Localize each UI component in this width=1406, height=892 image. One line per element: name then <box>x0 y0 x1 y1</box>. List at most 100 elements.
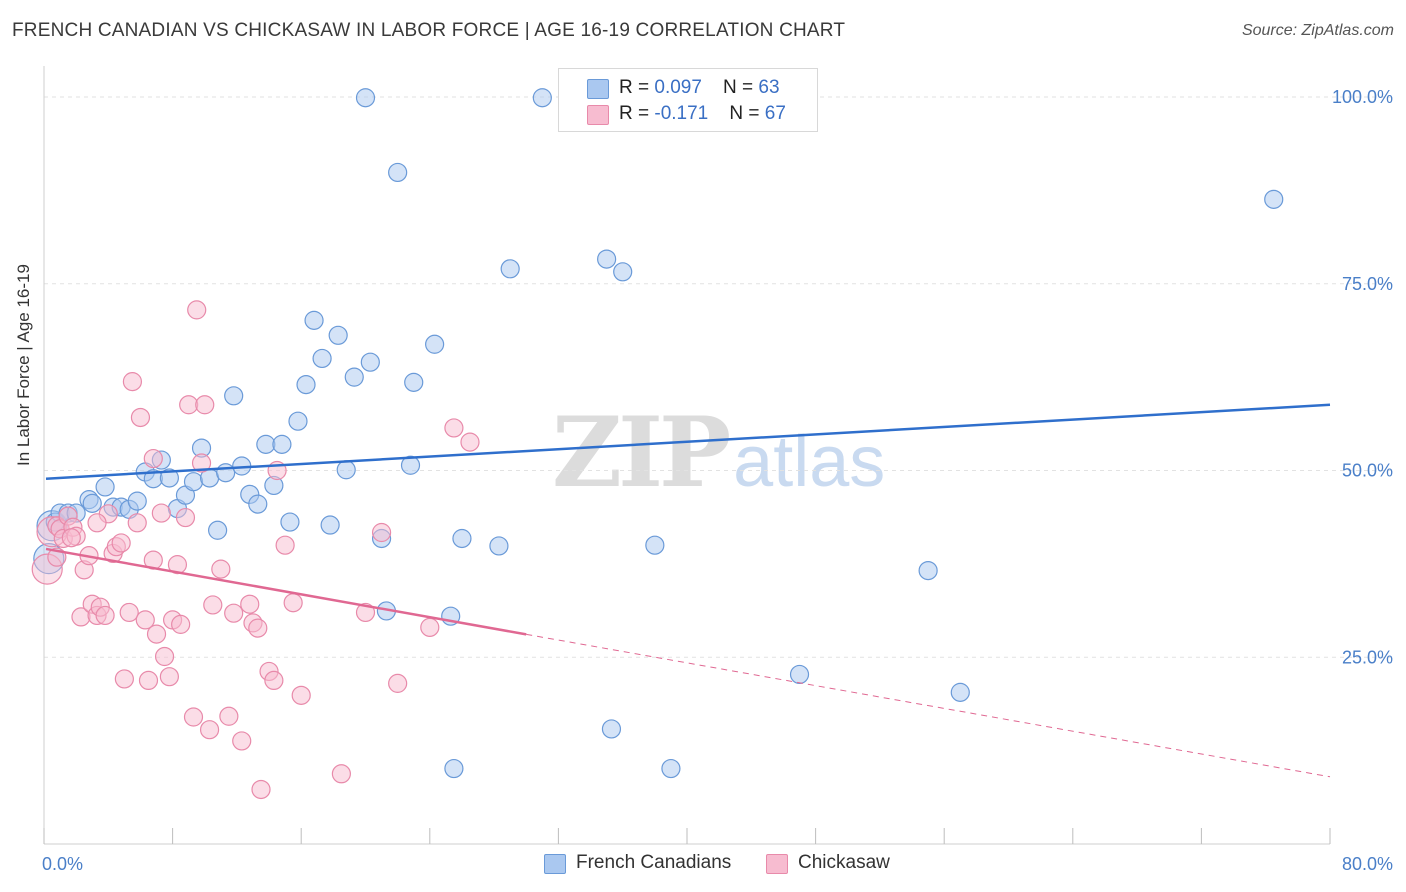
point-french-59 <box>789 664 810 685</box>
point-french-41 <box>360 352 380 372</box>
point-chickasaw-60 <box>460 432 480 452</box>
y-tick-label-2: 75.0% <box>1342 274 1393 294</box>
point-french-19 <box>183 472 204 492</box>
point-chickasaw-43 <box>219 706 239 726</box>
point-french-16 <box>159 468 179 488</box>
point-french-61 <box>950 682 970 702</box>
point-chickasaw-65 <box>61 528 81 548</box>
y-axis-label: In Labor Force | Age 16-19 <box>14 264 33 466</box>
watermark: ZIPatlas <box>552 396 885 509</box>
bottom-legend-label-chickasaw: Chickasaw <box>798 852 890 873</box>
point-chickasaw-64 <box>87 513 107 533</box>
point-french-40 <box>355 88 376 108</box>
point-french-53 <box>532 88 552 108</box>
point-chickasaw-22 <box>127 513 147 533</box>
point-french-62 <box>1264 189 1284 209</box>
legend-french-r-value: 0.097 <box>654 77 702 98</box>
point-french-46 <box>404 372 424 392</box>
point-french-24 <box>224 386 244 406</box>
point-french-34 <box>304 310 324 330</box>
trend-lines <box>45 403 1331 778</box>
point-chickasaw-23 <box>130 407 151 428</box>
point-chickasaw-32 <box>167 555 188 575</box>
trend-line-chickasaw-solid <box>45 547 527 636</box>
point-chickasaw-35 <box>179 395 199 415</box>
legend: R = 0.097 N = 63 R = -0.171 N = 67 <box>558 68 818 132</box>
point-french-29 <box>272 434 292 454</box>
point-chickasaw-46 <box>240 594 260 614</box>
point-chickasaw-49 <box>251 779 271 800</box>
point-french-49 <box>444 758 464 779</box>
point-french-60 <box>918 560 938 581</box>
source-label: Source: ZipAtlas.com <box>1241 22 1394 39</box>
point-chickasaw-24 <box>135 610 155 630</box>
point-chickasaw-40 <box>199 720 220 740</box>
point-french-55 <box>601 719 622 739</box>
grid-lines <box>44 96 1392 658</box>
point-french-47 <box>425 334 445 354</box>
point-french-35 <box>312 348 332 369</box>
legend-swatch-french <box>587 79 609 99</box>
series-french-canadians <box>33 88 1284 779</box>
point-chickasaw-20 <box>119 602 139 623</box>
trend-line-chickasaw-dashed <box>526 633 1331 778</box>
legend-french-n-value: 63 <box>758 77 780 98</box>
point-french-45 <box>400 455 421 475</box>
point-french-36 <box>320 515 340 535</box>
point-chickasaw-39 <box>195 395 215 415</box>
point-french-8 <box>95 477 115 497</box>
point-french-7 <box>82 493 102 513</box>
point-chickasaw-38 <box>191 453 212 473</box>
point-chickasaw-56 <box>331 764 351 784</box>
tick-labels: 25.0% 50.0% 75.0% 100.0% 0.0% 80.0% <box>42 87 1393 874</box>
bottom-legend-label-french: French Canadians <box>576 852 732 873</box>
legend-swatch-chickasaw <box>587 105 609 125</box>
point-chickasaw-61 <box>420 617 440 637</box>
legend-french-n-label: N = <box>723 77 759 98</box>
y-tick-label-0: 25.0% <box>1342 647 1393 667</box>
point-chickasaw-45 <box>232 731 252 751</box>
point-chickasaw-57 <box>371 522 392 543</box>
point-french-22 <box>208 520 228 540</box>
point-chickasaw-36 <box>183 707 204 727</box>
x-tick-label-0: 0.0% <box>42 854 83 874</box>
bottom-legend-swatch-chickasaw <box>766 854 788 874</box>
point-chickasaw-29 <box>154 646 175 667</box>
point-french-44 <box>388 162 408 183</box>
point-chickasaw-37 <box>187 300 207 320</box>
point-french-27 <box>248 494 268 514</box>
point-chickasaw-19 <box>114 669 134 689</box>
point-chickasaw-14 <box>95 605 115 626</box>
point-chickasaw-27 <box>146 624 167 644</box>
point-french-32 <box>288 411 308 431</box>
point-french-54 <box>597 249 617 269</box>
legend-chickasaw-n-value: 67 <box>764 103 786 124</box>
x-tick-label-1: 80.0% <box>1342 854 1393 874</box>
point-chickasaw-34 <box>175 507 196 528</box>
trend-line-french <box>45 403 1331 480</box>
point-chickasaw-26 <box>143 448 163 469</box>
point-french-51 <box>489 536 509 556</box>
y-tick-label-1: 50.0% <box>1342 461 1393 481</box>
point-chickasaw-58 <box>388 673 408 693</box>
y-tick-label-3: 100.0% <box>1332 87 1393 107</box>
point-chickasaw-54 <box>283 593 303 613</box>
point-french-57 <box>645 535 665 555</box>
point-chickasaw-30 <box>159 667 179 687</box>
point-french-23 <box>216 463 236 483</box>
point-chickasaw-55 <box>291 685 311 705</box>
point-french-37 <box>328 325 348 345</box>
point-chickasaw-53 <box>275 535 295 555</box>
point-chickasaw-51 <box>264 670 284 691</box>
point-chickasaw-25 <box>138 670 159 691</box>
point-chickasaw-44 <box>224 603 244 623</box>
legend-chickasaw-n-label: N = <box>729 103 765 124</box>
point-chickasaw-48 <box>248 618 268 638</box>
point-french-39 <box>344 367 364 387</box>
point-chickasaw-28 <box>151 503 171 523</box>
legend-chickasaw-r-label: R = <box>619 103 655 124</box>
watermark-zip: ZIP <box>552 396 731 509</box>
chart-title: FRENCH CANADIAN VS CHICKASAW IN LABOR FO… <box>12 20 846 41</box>
point-french-33 <box>296 374 316 395</box>
point-french-28 <box>256 434 276 454</box>
